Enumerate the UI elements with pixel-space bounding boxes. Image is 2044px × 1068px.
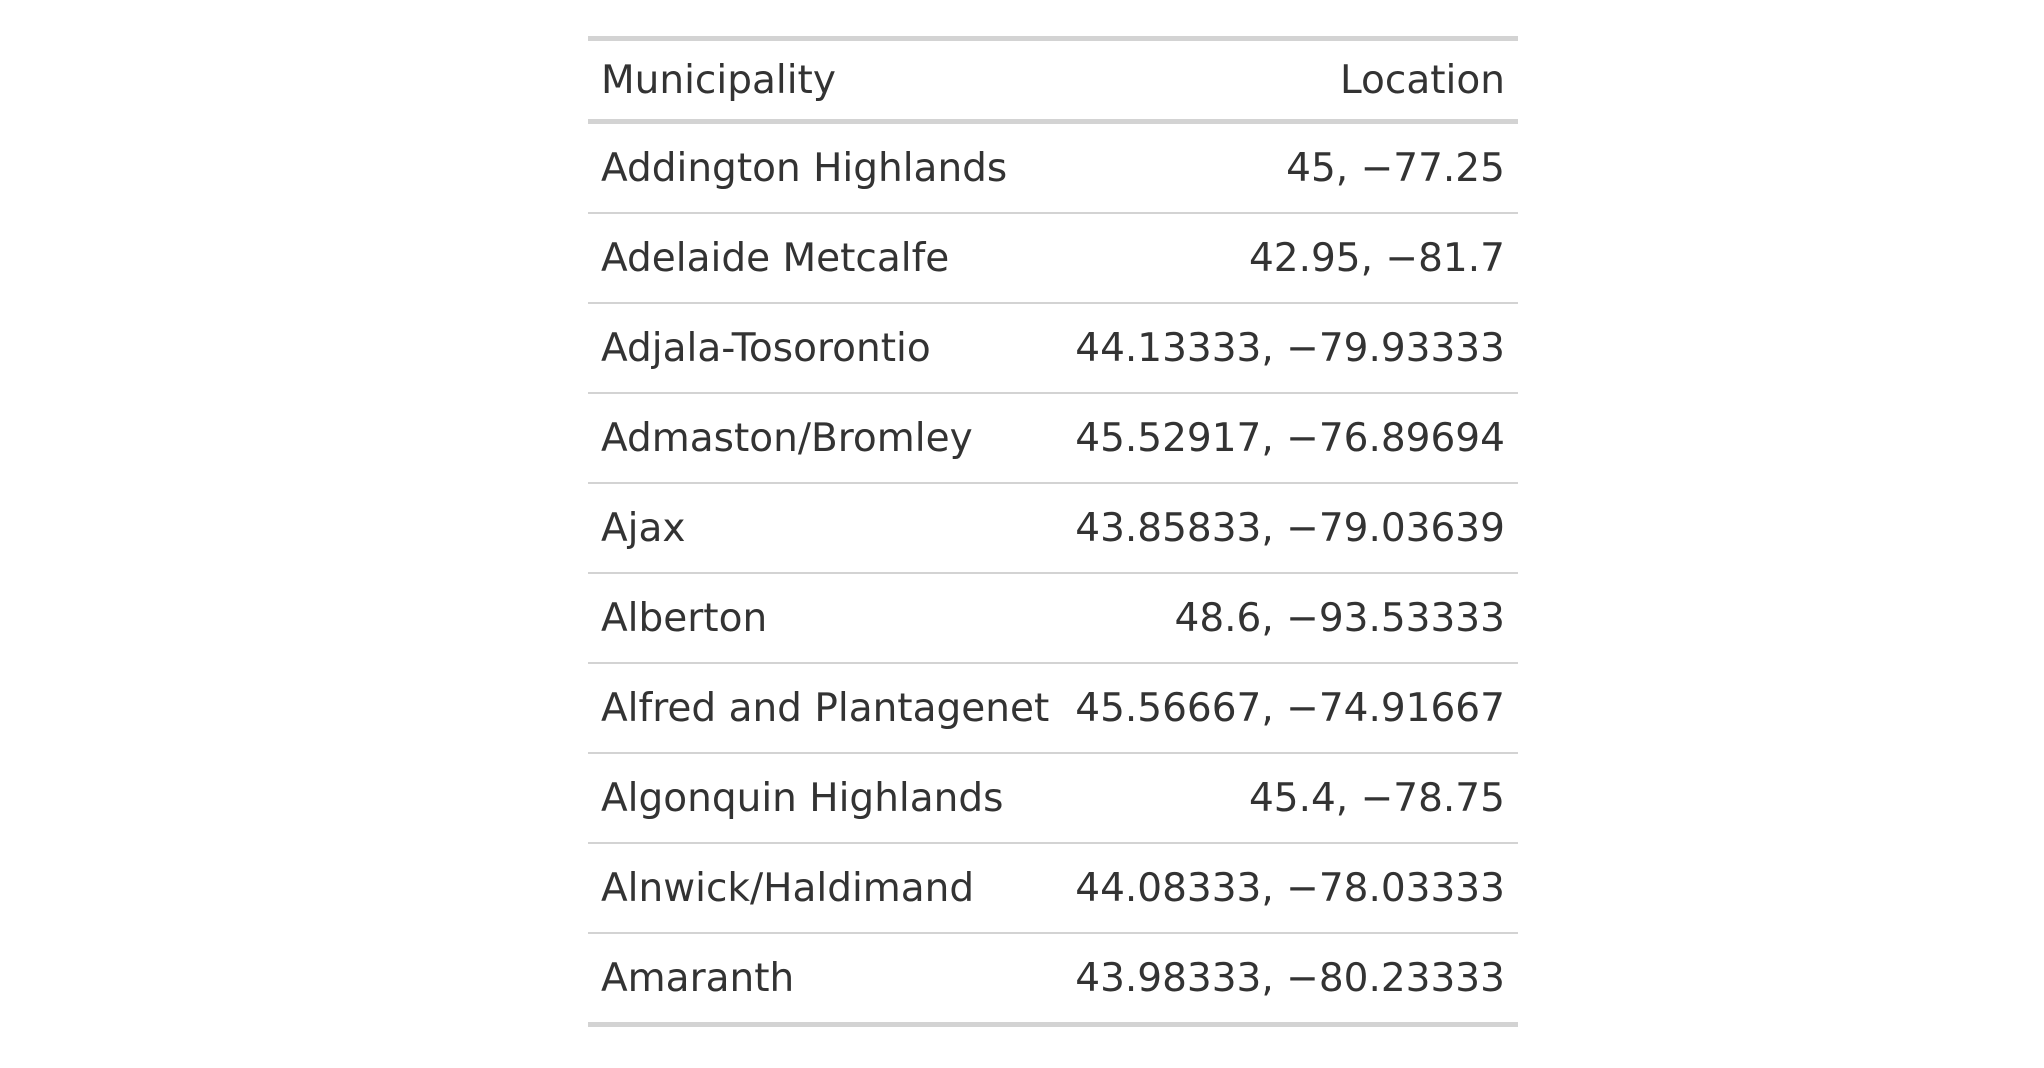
municipality-cell: Ajax: [588, 482, 1063, 573]
location-cell: 45.56667, −74.91667: [1062, 662, 1518, 753]
table-row: Amaranth 43.98333, −80.23333: [588, 932, 1518, 1025]
column-header-location: Location: [1062, 38, 1518, 124]
column-header-municipality: Municipality: [588, 38, 1063, 124]
municipality-table-container: Municipality Location Addington Highland…: [588, 36, 1518, 1027]
municipality-cell: Adelaide Metcalfe: [588, 212, 1063, 303]
municipality-cell: Alnwick/Haldimand: [588, 842, 1063, 933]
location-cell: 44.13333, −79.93333: [1062, 302, 1518, 393]
municipality-location-table: Municipality Location Addington Highland…: [588, 36, 1518, 1027]
location-cell: 45.52917, −76.89694: [1062, 392, 1518, 483]
location-cell: 45.4, −78.75: [1062, 752, 1518, 843]
location-cell: 43.85833, −79.03639: [1062, 482, 1518, 573]
table-row: Adelaide Metcalfe 42.95, −81.7: [588, 212, 1518, 303]
municipality-cell: Addington Highlands: [601, 145, 1008, 191]
table-body: Addington Highlands 45, −77.25 Adelaide …: [588, 122, 1518, 1025]
municipality-cell: Algonquin Highlands: [588, 752, 1063, 843]
table-row: Alfred and Plantagenet 45.56667, −74.916…: [588, 662, 1518, 753]
municipality-cell: Amaranth: [588, 932, 1063, 1025]
municipality-cell: Alberton: [588, 572, 1063, 663]
location-cell: 45, −77.25: [1286, 145, 1505, 191]
municipality-cell: Admaston/Bromley: [588, 392, 1063, 483]
location-cell: 42.95, −81.7: [1062, 212, 1518, 303]
location-cell: 43.98333, −80.23333: [1062, 932, 1518, 1025]
table-row: Adjala-Tosorontio 44.13333, −79.93333: [588, 302, 1518, 393]
table-row: Ajax 43.85833, −79.03639: [588, 482, 1518, 573]
table-row: Algonquin Highlands 45.4, −78.75: [588, 752, 1518, 843]
header-row: Municipality Location: [588, 38, 1518, 124]
table-header: Municipality Location: [588, 38, 1518, 124]
table-row: Alnwick/Haldimand 44.08333, −78.03333: [588, 842, 1518, 933]
location-cell: 48.6, −93.53333: [1062, 572, 1518, 663]
table-row: Addington Highlands 45, −77.25: [588, 122, 1518, 214]
location-cell: 44.08333, −78.03333: [1062, 842, 1518, 933]
municipality-cell: Alfred and Plantagenet: [588, 662, 1063, 753]
municipality-cell: Adjala-Tosorontio: [588, 302, 1063, 393]
table-row: Admaston/Bromley 45.52917, −76.89694: [588, 392, 1518, 483]
table-row: Alberton 48.6, −93.53333: [588, 572, 1518, 663]
